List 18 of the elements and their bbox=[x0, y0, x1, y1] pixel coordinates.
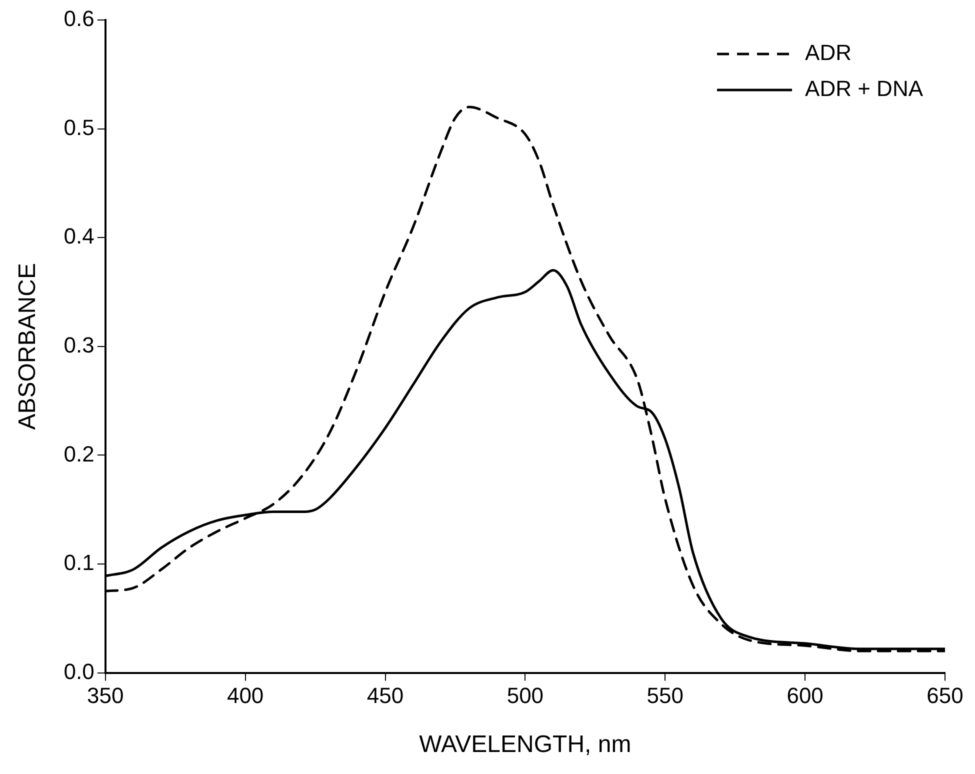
y-tick-label: 0.2 bbox=[64, 441, 94, 466]
x-axis-title: WAVELENGTH, nm bbox=[419, 731, 632, 758]
x-tick-label: 600 bbox=[786, 683, 824, 708]
x-tick-label: 500 bbox=[506, 683, 544, 708]
y-tick-label: 0.0 bbox=[64, 658, 94, 684]
y-tick-label: 0.6 bbox=[64, 6, 94, 32]
y-tick-label: 0.5 bbox=[64, 114, 94, 140]
y-tick-label: 0.1 bbox=[64, 550, 94, 576]
x-tick-label: 450 bbox=[366, 683, 404, 708]
y-axis-title: ABSORBANCE bbox=[14, 263, 42, 430]
x-tick-label: 400 bbox=[226, 683, 264, 708]
x-tick-label: 650 bbox=[926, 683, 964, 708]
x-tick-label: 350 bbox=[87, 683, 124, 708]
y-tick-label: 0.3 bbox=[64, 332, 94, 358]
legend-label: ADR bbox=[805, 40, 852, 66]
y-tick-label: 0.4 bbox=[64, 224, 94, 249]
legend-label: ADR + DNA bbox=[805, 76, 924, 102]
x-tick-label: 550 bbox=[646, 683, 684, 708]
